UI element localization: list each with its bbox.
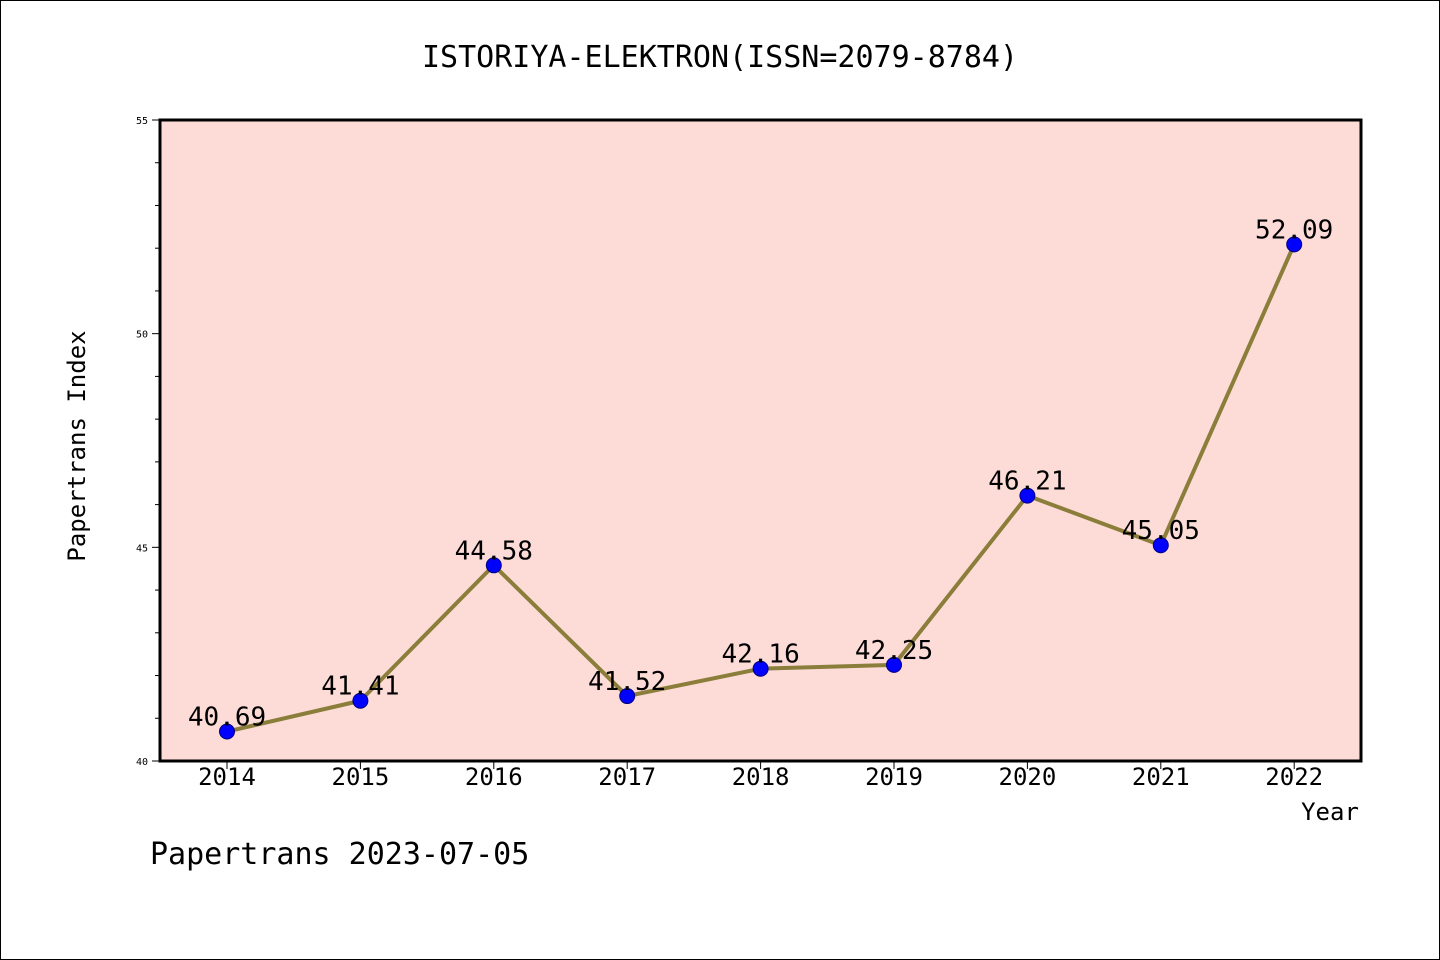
x-tick-label-2022: 2022 <box>1265 763 1323 791</box>
x-tick-label-2016: 2016 <box>465 763 523 791</box>
plot-area <box>160 120 1361 761</box>
data-point-2018 <box>752 660 769 677</box>
data-point-2015 <box>352 692 369 709</box>
x-tick-label-2017: 2017 <box>598 763 656 791</box>
x-axis-label: Year <box>1301 798 1359 826</box>
chart-marks: 40.69 41.41 44.58 41.52 42.16 42.25 46.21 45.05… <box>188 215 1333 740</box>
data-point-2020 <box>1019 487 1036 504</box>
data-label-2022: 52.09 <box>1255 215 1333 245</box>
chart-title: ISTORIYA-ELEKTRON(ISSN=2079-8784) <box>422 40 1018 75</box>
data-label-2014: 40.69 <box>188 703 266 733</box>
x-axis: 2014 2015 2016 2017 2018 2019 2020 2021 2022 <box>198 761 1323 791</box>
x-tick-label-2018: 2018 <box>732 763 790 791</box>
data-label-2018: 42.16 <box>721 640 799 670</box>
data-point-2017 <box>619 688 636 705</box>
data-label-2020: 46.21 <box>988 467 1066 497</box>
x-tick-label-2015: 2015 <box>332 763 390 791</box>
data-label-2021: 45.05 <box>1122 516 1200 546</box>
data-label-2016: 44.58 <box>455 536 533 566</box>
data-point-2016 <box>485 557 502 574</box>
footer-credit: Papertrans 2023-07-05 <box>150 837 529 872</box>
y-tick-label-45: 45 <box>136 543 148 554</box>
data-point-2019 <box>886 656 902 673</box>
y-tick-label-40: 40 <box>136 757 148 768</box>
y-axis-label: Papertrans Index <box>63 330 91 561</box>
y-tick-label-55: 55 <box>136 116 148 127</box>
data-label-2017: 41.52 <box>588 667 666 697</box>
y-axis: 40 45 50 55 <box>136 116 160 768</box>
data-label-2015: 41.41 <box>321 672 399 702</box>
data-label-2019: 42.25 <box>855 636 933 666</box>
x-tick-label-2021: 2021 <box>1132 763 1190 791</box>
data-point-2014 <box>219 723 235 740</box>
x-tick-label-2019: 2019 <box>865 763 923 791</box>
x-tick-label-2020: 2020 <box>999 763 1057 791</box>
data-point-2022 <box>1286 236 1303 253</box>
y-tick-label-50: 50 <box>136 330 148 341</box>
data-point-2021 <box>1152 537 1169 554</box>
x-tick-label-2014: 2014 <box>198 763 256 791</box>
